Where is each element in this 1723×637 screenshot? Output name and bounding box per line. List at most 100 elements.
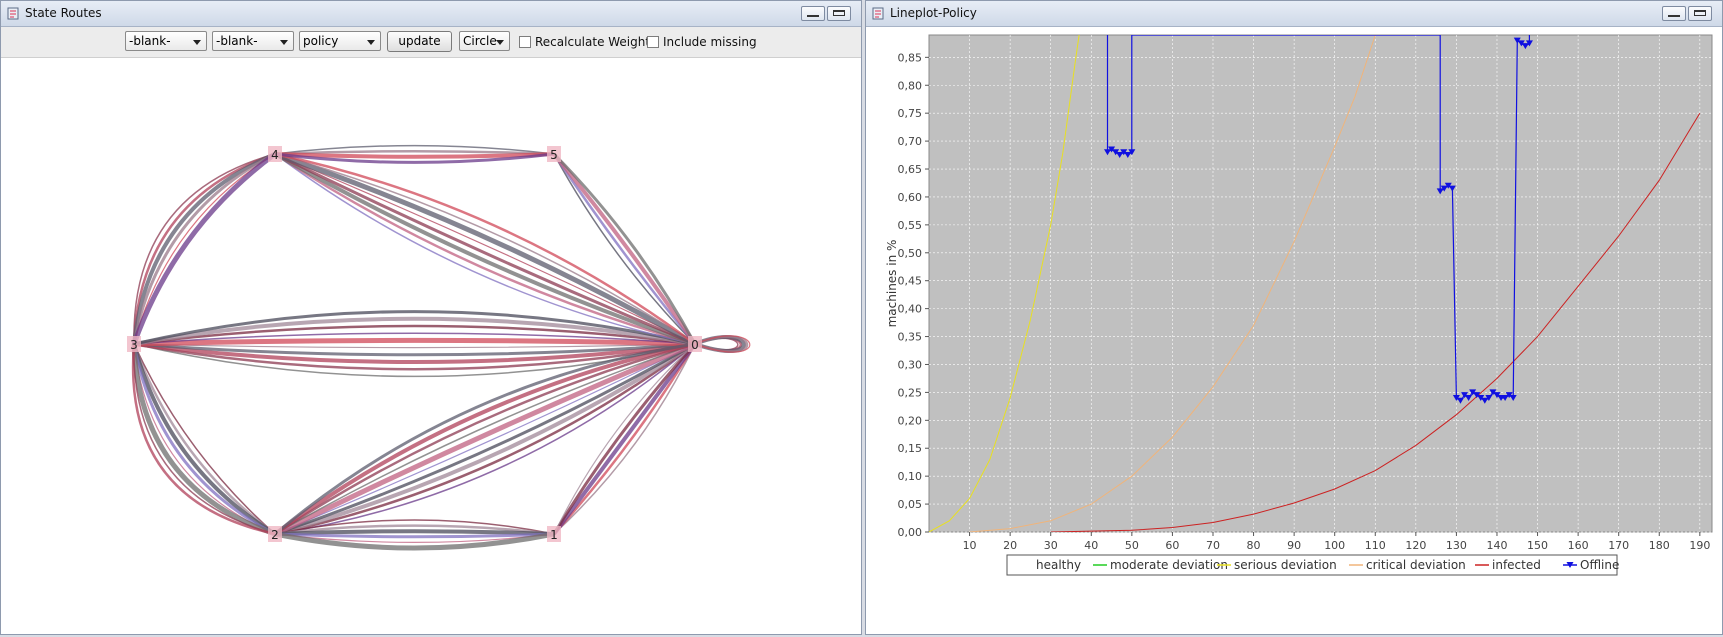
route-edge: [274, 532, 555, 539]
route-edge: [273, 341, 696, 537]
state-routes-window: State Routes -blank- -blank- policy upda…: [0, 0, 862, 635]
x-tick-label: 70: [1206, 539, 1220, 552]
route-edge: [274, 342, 696, 536]
offline-marker: [1477, 394, 1485, 401]
offline-marker: [1124, 152, 1132, 159]
offline-marker: [1456, 397, 1464, 404]
y-tick-label: 0,40: [898, 303, 923, 316]
graph-nodes: 0 1 2 3 4 5: [127, 146, 702, 542]
state-routes-titlebar[interactable]: State Routes: [1, 1, 861, 27]
y-tick-label: 0,35: [898, 331, 923, 344]
minimize-icon: [1668, 15, 1680, 17]
x-tick-label: 90: [1287, 539, 1301, 552]
y-tick-label: 0,10: [898, 470, 923, 483]
route-edge: [274, 342, 697, 536]
state-node[interactable]: 1: [547, 526, 561, 542]
state-node[interactable]: 4: [268, 146, 282, 162]
route-edge: [274, 152, 696, 346]
recalculate-weights-checkbox[interactable]: [519, 36, 531, 48]
route-edge: [274, 343, 696, 535]
route-edge: [552, 342, 697, 536]
legend-label: infected: [1492, 558, 1541, 572]
lineplot-policy-window: Lineplot-Policy 10 20 30 40 50 60 70 80 90 100 110…: [865, 0, 1723, 635]
second-attribute-select[interactable]: -blank-: [212, 31, 294, 51]
y-tick-label: 0,70: [898, 135, 923, 148]
route-edge: [552, 152, 697, 346]
maximize-icon: [833, 10, 845, 16]
offline-marker: [1461, 392, 1469, 399]
route-edge: [553, 343, 696, 535]
route-edge: [274, 343, 696, 535]
y-tick-label: 0,85: [898, 51, 923, 64]
legend-label: moderate deviation: [1110, 558, 1228, 572]
route-edge: [274, 152, 696, 346]
route-edge: [274, 529, 555, 536]
y-tick-label: 0,80: [898, 79, 923, 92]
x-tick-label: 170: [1608, 539, 1629, 552]
route-edge: [694, 335, 751, 353]
x-tick-label: 100: [1324, 539, 1345, 552]
route-edge: [274, 153, 696, 345]
route-edge: [274, 524, 555, 536]
route-edge: [552, 342, 697, 535]
state-node-box: [127, 336, 141, 352]
state-node[interactable]: 0: [688, 336, 702, 352]
x-tick-label: 20: [1003, 539, 1017, 552]
chevron-down-icon: [496, 40, 504, 45]
x-tick-label: 180: [1649, 539, 1670, 552]
layout-select[interactable]: Circle: [459, 31, 510, 51]
third-attribute-value: policy: [303, 34, 339, 48]
first-attribute-select[interactable]: -blank-: [125, 31, 207, 51]
route-edge: [133, 343, 276, 535]
x-tick-label: 60: [1165, 539, 1179, 552]
minimize-button[interactable]: [1662, 6, 1686, 21]
legend-label: critical deviation: [1366, 558, 1466, 572]
recalculate-weights-label: Recalculate Weights: [535, 35, 657, 49]
lineplot-titlebar[interactable]: Lineplot-Policy: [866, 1, 1722, 27]
offline-marker: [1448, 185, 1456, 192]
offline-marker: [1493, 392, 1501, 399]
route-edge: [133, 342, 696, 371]
maximize-button[interactable]: [827, 6, 851, 21]
legend-label: Offline: [1580, 558, 1619, 572]
x-tick-label: 120: [1405, 539, 1426, 552]
y-tick-label: 0,45: [898, 275, 923, 288]
y-tick-label: 0,75: [898, 107, 923, 120]
include-missing-checkbox[interactable]: [647, 36, 659, 48]
state-node[interactable]: 5: [547, 146, 561, 162]
x-tick-label: 50: [1125, 539, 1139, 552]
route-edge: [553, 343, 697, 535]
chevron-down-icon: [280, 40, 288, 45]
maximize-button[interactable]: [1688, 6, 1712, 21]
state-node-label: 0: [691, 338, 699, 352]
third-attribute-select[interactable]: policy: [299, 31, 381, 51]
route-edge: [274, 152, 555, 164]
route-edge: [131, 343, 276, 536]
route-edge: [132, 152, 276, 345]
route-edge: [132, 343, 277, 536]
route-edge: [274, 152, 696, 346]
offline-marker: [1517, 40, 1525, 47]
x-tick-label: 30: [1044, 539, 1058, 552]
minimize-button[interactable]: [801, 6, 825, 21]
route-edge: [132, 343, 276, 536]
y-tick-label: 0,20: [898, 414, 923, 427]
first-attribute-value: -blank-: [129, 34, 171, 48]
graph-toolbar: -blank- -blank- policy update Circle Rec…: [1, 27, 861, 58]
series-line: [929, 35, 1080, 532]
update-button[interactable]: update: [387, 31, 452, 52]
window-title: Lineplot-Policy: [890, 6, 977, 20]
route-edge: [133, 316, 696, 346]
second-attribute-value: -blank-: [216, 34, 258, 48]
graph-edges: [131, 144, 751, 551]
graph-svg[interactable]: 0 1 2 3 4 5: [9, 58, 857, 630]
minimize-icon: [807, 15, 819, 17]
layout-value: Circle: [463, 34, 497, 48]
route-edge: [274, 342, 696, 536]
offline-marker: [1525, 40, 1533, 47]
offline-marker: [1501, 394, 1509, 401]
state-routes-graph[interactable]: 0 1 2 3 4 5: [9, 58, 857, 630]
y-tick-label: 0,30: [898, 358, 923, 371]
state-node[interactable]: 3: [127, 336, 141, 352]
state-node[interactable]: 2: [268, 526, 282, 542]
